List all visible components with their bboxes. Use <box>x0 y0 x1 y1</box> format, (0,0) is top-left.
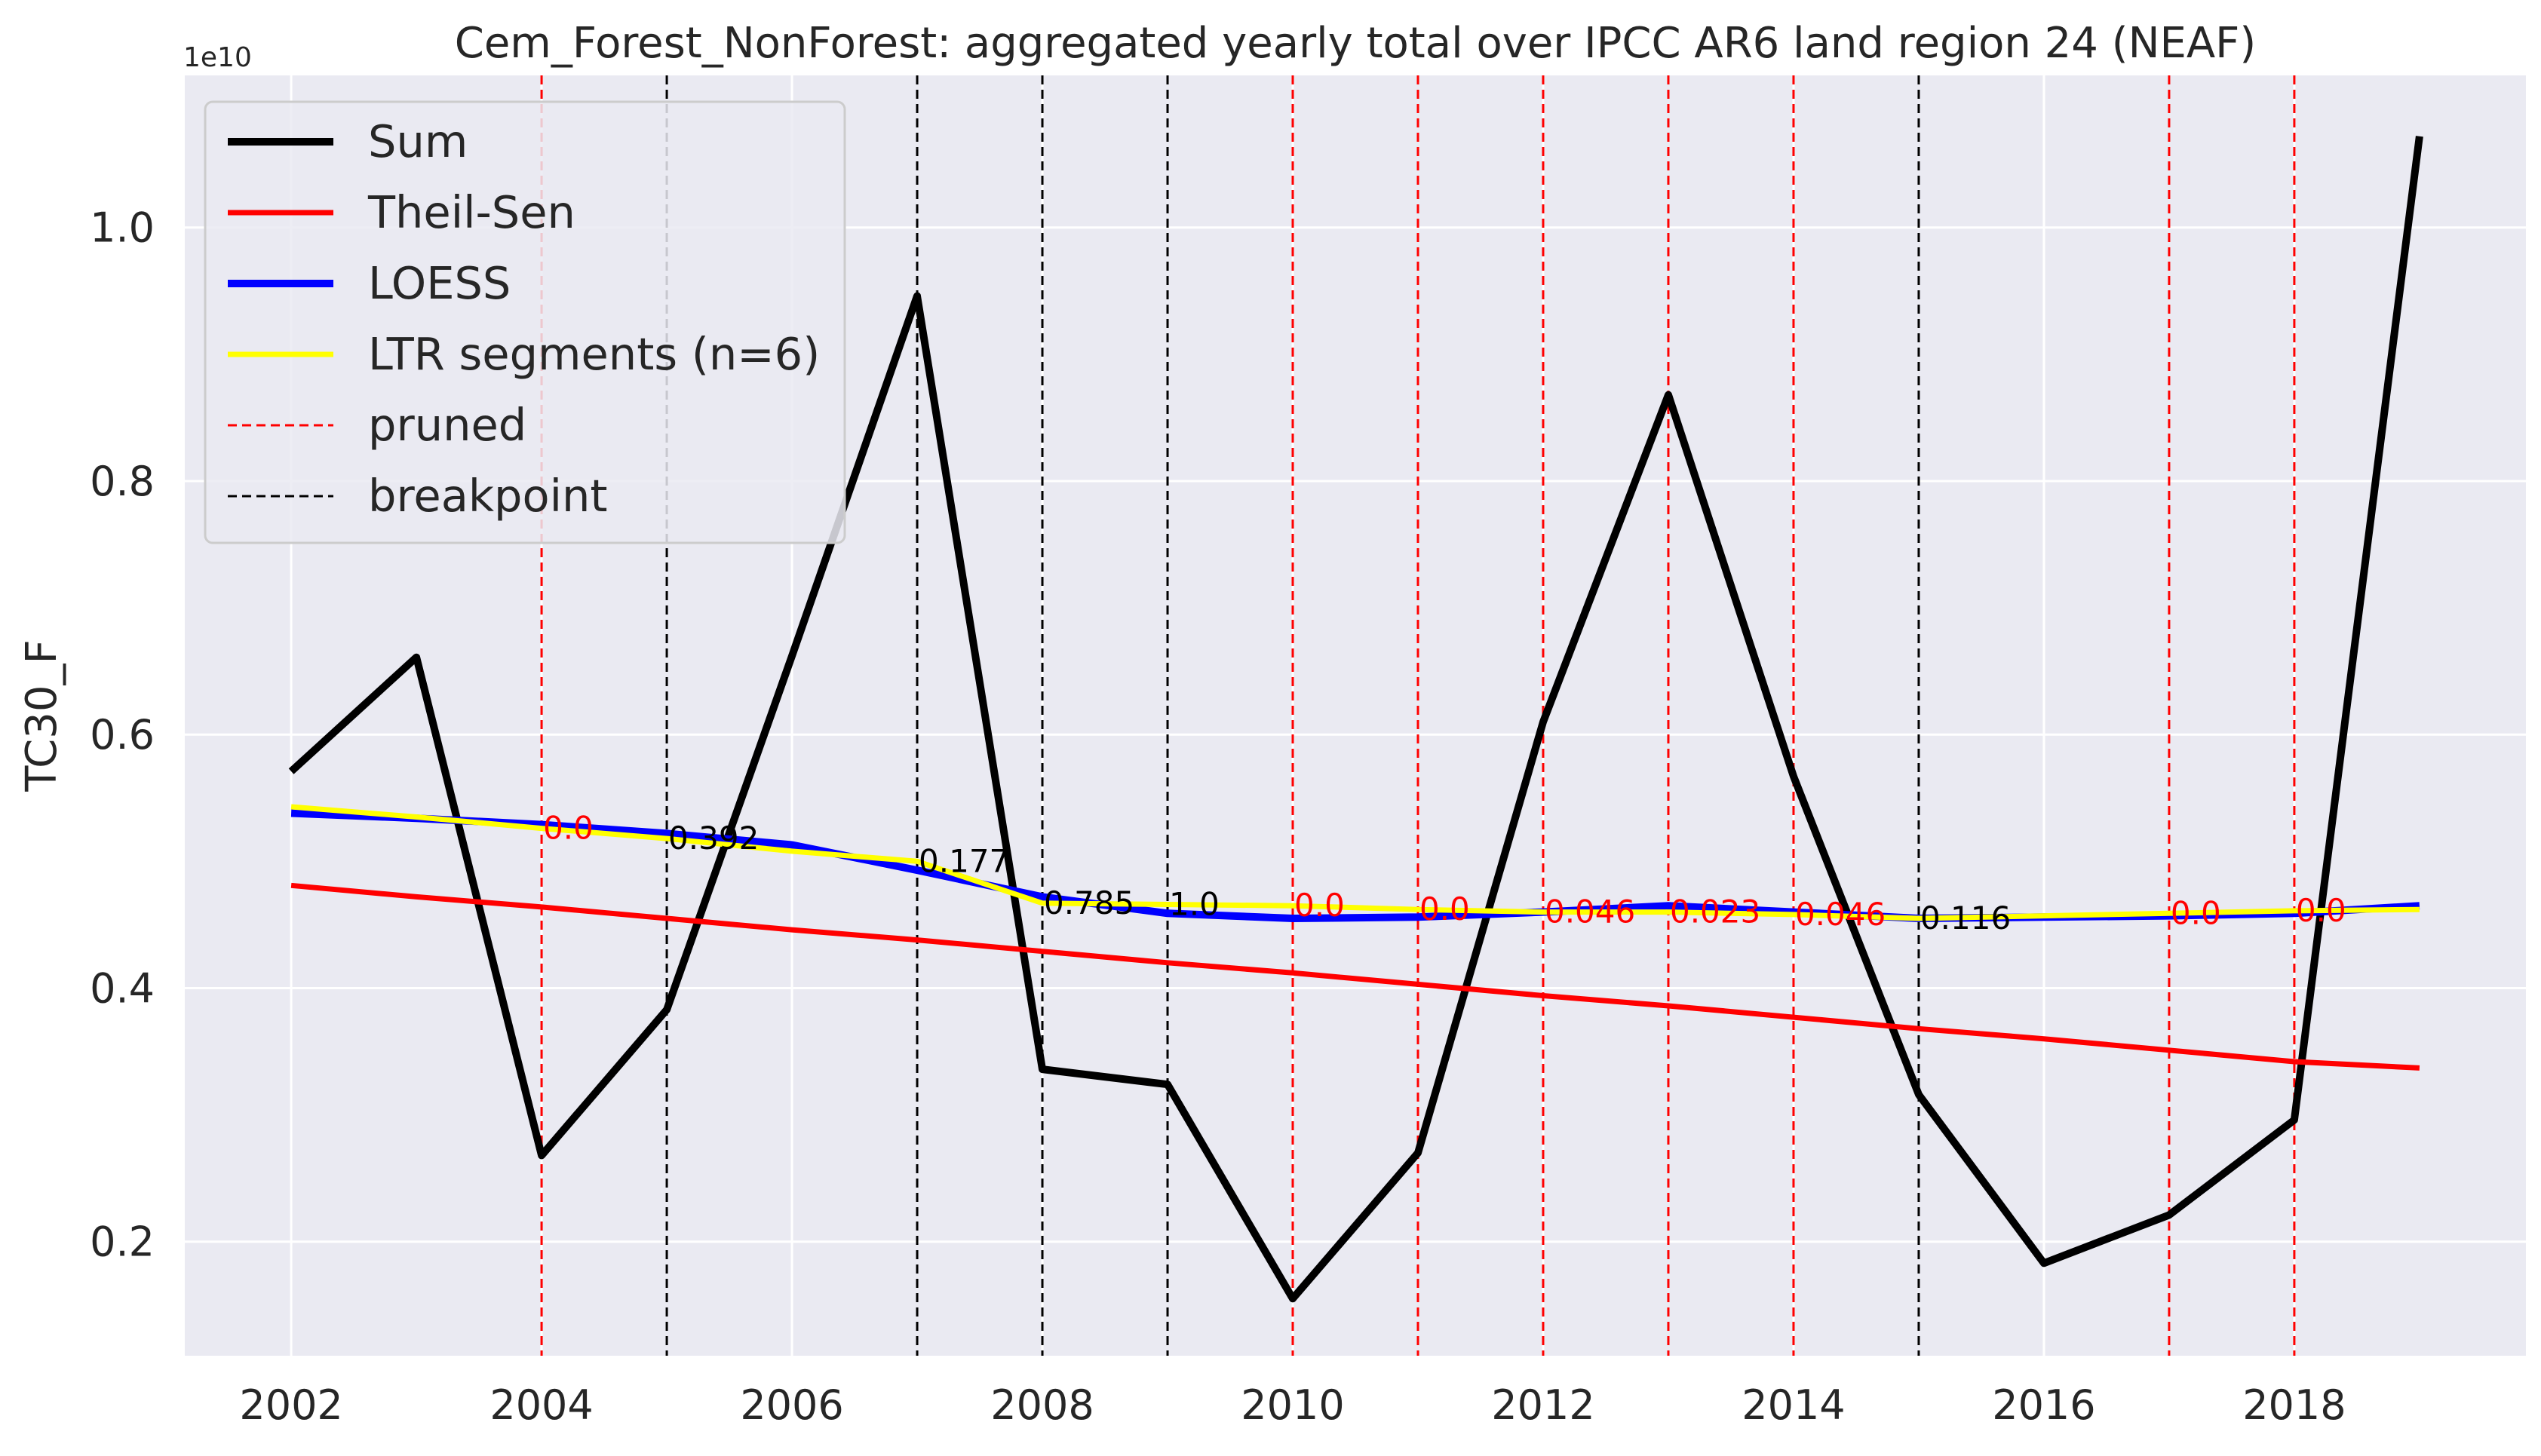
legend-label-theil-sen: Theil-Sen <box>367 186 575 238</box>
series-line-sum <box>288 136 2423 1303</box>
breakpoint-value-label: 0.177 <box>919 842 1009 879</box>
breakpoint-value-label: 1.0 <box>1169 885 1220 922</box>
x-tick-label: 2004 <box>489 1381 593 1429</box>
legend-label-ltr-segments-n-6: LTR segments (n=6) <box>368 328 820 380</box>
y-axis-label: TC30_F <box>17 639 66 792</box>
chart-title: Cem_Forest_NonForest: aggregated yearly … <box>455 19 2256 68</box>
x-tick-label: 2016 <box>1992 1381 2095 1429</box>
vline-layer <box>540 75 2296 1356</box>
breakpoint-value-label: 0.116 <box>1920 900 2011 936</box>
x-tick-label: 2010 <box>1241 1381 1344 1429</box>
pruned-value-label: 0.046 <box>1795 896 1886 933</box>
x-tick-label: 2018 <box>2242 1381 2346 1429</box>
pruned-value-label: 0.0 <box>1294 887 1345 924</box>
x-tick-label: 2014 <box>1742 1381 1845 1429</box>
y-offset-label: 1e10 <box>183 42 252 73</box>
breakpoint-value-label: 0.785 <box>1044 884 1134 921</box>
x-tick-label: 2002 <box>239 1381 342 1429</box>
x-tick-label: 2012 <box>1491 1381 1594 1429</box>
series-line-ltr-segments-n-6 <box>290 804 2420 921</box>
pruned-value-label: 0.023 <box>1670 894 1760 930</box>
legend-label-breakpoint: breakpoint <box>368 470 608 522</box>
y-tick-label: 0.8 <box>90 458 155 505</box>
y-tick-label: 0.2 <box>90 1218 155 1266</box>
breakpoint-value-label: 0.392 <box>668 820 759 857</box>
x-tick-label: 2006 <box>740 1381 843 1429</box>
legend-label-loess: LOESS <box>368 257 511 309</box>
pruned-value-label: 0.0 <box>2296 892 2346 929</box>
legend: Sum Theil-Sen LOESS LTR segments (n=6) prune… <box>204 100 846 544</box>
y-tick-labels: 0.2 0.4 0.6 0.8 1.0 <box>90 204 155 1266</box>
y-tick-label: 1.0 <box>90 204 155 252</box>
pruned-value-label: 0.0 <box>1419 890 1470 927</box>
legend-box <box>204 100 846 544</box>
annotation-layer: 0.0 0.392 0.177 0.785 1.0 0.0 0.0 0.046 0.023 0.0… <box>543 810 2346 936</box>
y-tick-label: 0.6 <box>90 711 155 759</box>
legend-label-sum: Sum <box>368 115 468 167</box>
series-layer <box>288 136 2423 1303</box>
x-tick-label: 2008 <box>990 1381 1094 1429</box>
legend-label-pruned: pruned <box>368 399 526 451</box>
pruned-value-label: 0.046 <box>1545 894 1635 930</box>
y-tick-label: 0.4 <box>90 964 155 1012</box>
pruned-value-label: 0.0 <box>543 810 594 847</box>
pruned-value-label: 0.0 <box>2171 894 2221 931</box>
series-line-theil-sen <box>290 882 2420 1071</box>
x-tick-labels: 2002 2004 2006 2008 2010 2012 2014 2016 2018 <box>239 1381 2346 1429</box>
